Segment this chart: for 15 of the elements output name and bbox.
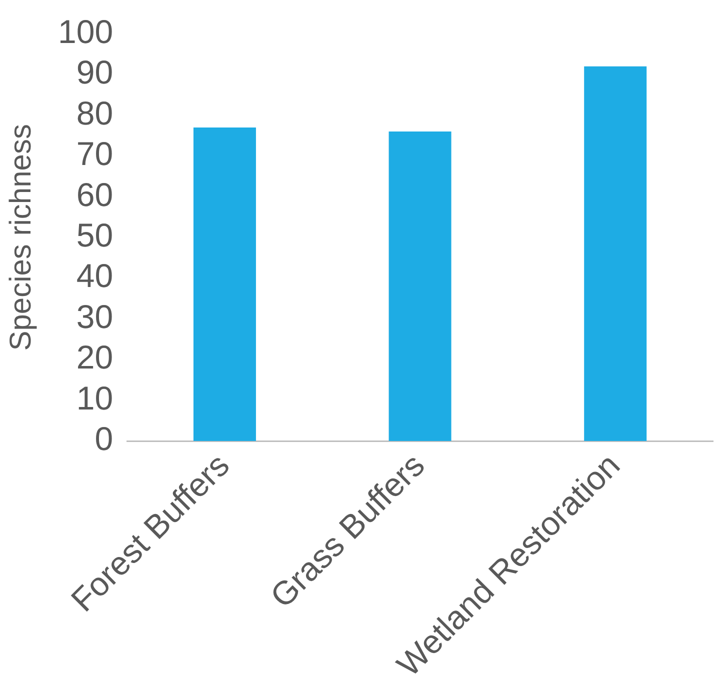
bar <box>388 132 452 442</box>
y-tick-label: 40 <box>76 257 114 294</box>
y-axis-title: Species richness <box>4 124 38 351</box>
y-tick-label: 30 <box>76 298 114 335</box>
bar <box>193 127 256 442</box>
y-tick-label: 100 <box>58 12 114 50</box>
y-tick-label: 10 <box>76 379 114 416</box>
y-tick-label: 70 <box>76 135 114 172</box>
y-tick-label: 80 <box>76 94 114 132</box>
y-tick-label: 20 <box>76 338 114 376</box>
y-tick-label: 0 <box>94 420 114 458</box>
y-tick-label: 60 <box>76 176 114 213</box>
bar <box>584 66 647 442</box>
y-tick-label: 90 <box>76 54 114 91</box>
y-tick-label: 50 <box>76 216 114 254</box>
